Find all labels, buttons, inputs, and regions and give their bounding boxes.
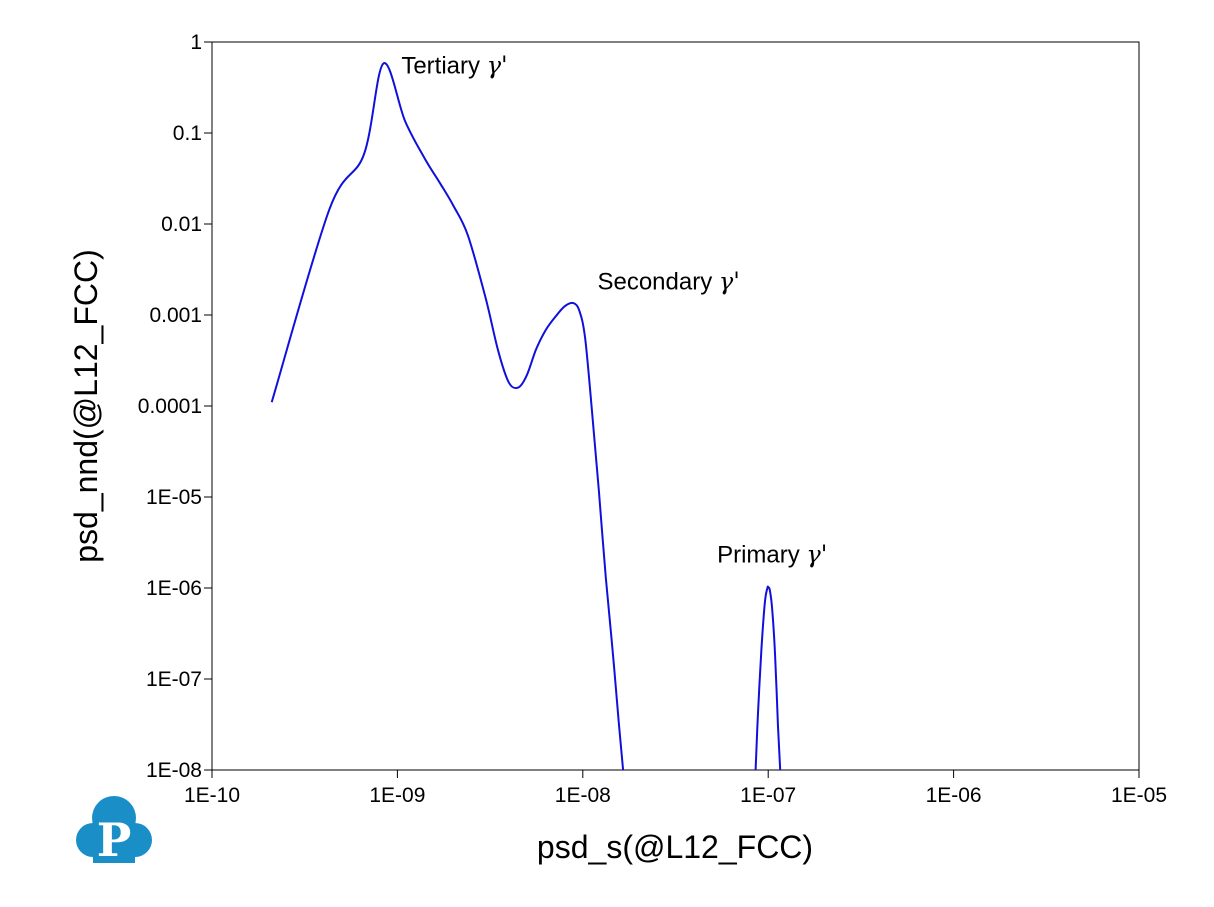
x-tick-label: 1E-10 [184,784,240,807]
y-axis-title: psd_nnd(@L12_FCC) [68,249,104,563]
y-tick-label: 1E-08 [146,759,202,782]
x-axis-title: psd_s(@L12_FCC) [537,829,813,865]
y-tick-label: 0.1 [173,122,202,145]
y-axis-ticks: 1 0.1 0.01 0.001 0.0001 1E-05 1E-06 1E-07 1E-08 [138,31,212,782]
annotation-greek: γ' [487,52,508,80]
y-tick-label: 0.01 [161,213,202,236]
x-tick-label: 1E-08 [555,784,611,807]
series-line-2 [754,585,782,771]
y-tick-label: 0.001 [149,304,202,327]
x-tick-label: 1E-09 [369,784,425,807]
x-axis-ticks: 1E-10 1E-09 1E-08 1E-07 1E-06 1E-05 [184,770,1167,807]
y-tick-label: 1E-06 [146,577,202,600]
x-tick-label: 1E-05 [1111,784,1167,807]
brand-logo: P [76,796,152,867]
annotation-text: Primary [717,542,806,569]
data-series [270,62,782,771]
annotation-label: Tertiary γ' [401,52,507,80]
series-line-1 [270,62,625,771]
y-tick-label: 0.0001 [138,395,202,418]
y-tick-label: 1E-05 [146,486,202,509]
y-tick-label: 1E-07 [146,668,202,691]
annotation-greek: γ' [719,268,740,296]
annotation-text: Tertiary [401,53,486,80]
logo-letter: P [97,813,132,867]
y-tick-label: 1 [190,31,202,54]
x-tick-label: 1E-07 [740,784,796,807]
annotation-label: Primary γ' [717,541,827,569]
plot-frame [211,41,1140,771]
annotation-greek: γ' [806,541,827,569]
x-tick-label: 1E-06 [926,784,982,807]
annotations: Tertiary γ'Secondary γ'Primary γ' [401,52,827,569]
annotation-label: Secondary γ' [597,268,739,296]
annotation-text: Secondary [597,269,718,296]
